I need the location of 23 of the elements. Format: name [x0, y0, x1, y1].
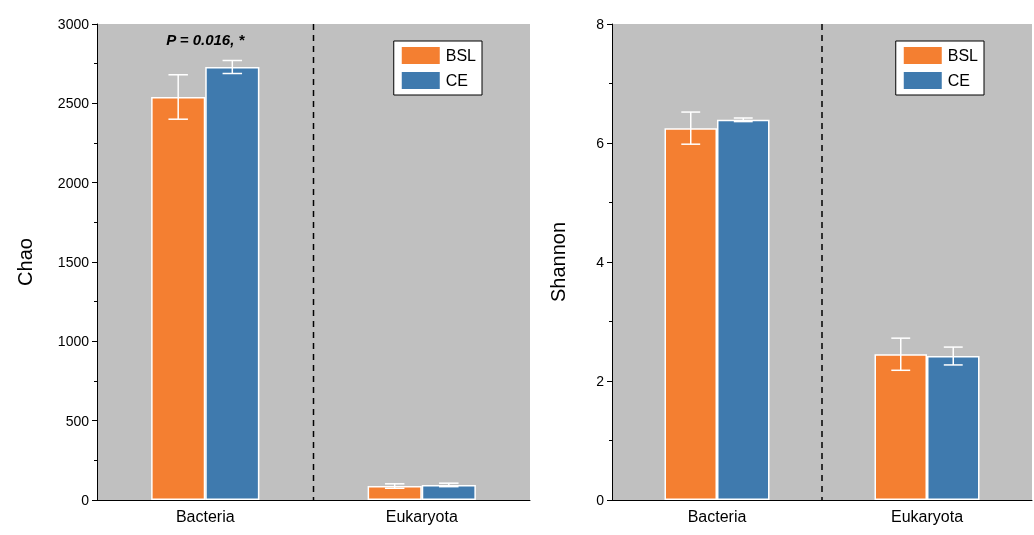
x-tick-label: Bacteria — [175, 507, 235, 525]
y-tick-label: 1500 — [57, 254, 90, 270]
y-tick-label: 3000 — [57, 16, 90, 32]
y-tick-label: 2500 — [57, 95, 90, 112]
y-tick-label: 0 — [596, 492, 605, 508]
y-tick-label: 6 — [596, 135, 605, 151]
y-tick-label: 4 — [596, 254, 605, 270]
x-tick-label: Eukaryota — [385, 507, 458, 525]
y-tick-label: 500 — [65, 412, 90, 429]
annotation: P = 0.016, * — [166, 30, 246, 48]
y-axis-title: Chao — [14, 238, 36, 286]
legend-label: BSL — [445, 47, 477, 64]
legend-label: CE — [445, 72, 468, 89]
legend-label: CE — [947, 72, 970, 89]
x-tick-label: Bacteria — [687, 507, 747, 525]
y-tick-label: 2000 — [57, 174, 90, 191]
legend-label: BSL — [947, 47, 979, 64]
x-tick-label: Eukaryota — [890, 507, 964, 525]
y-tick-label: 1000 — [57, 333, 90, 350]
y-axis-title: Shannon — [547, 221, 569, 303]
y-tick-label: 8 — [596, 16, 605, 32]
y-tick-label: 2 — [596, 373, 605, 389]
y-tick-label: 0 — [81, 492, 90, 508]
